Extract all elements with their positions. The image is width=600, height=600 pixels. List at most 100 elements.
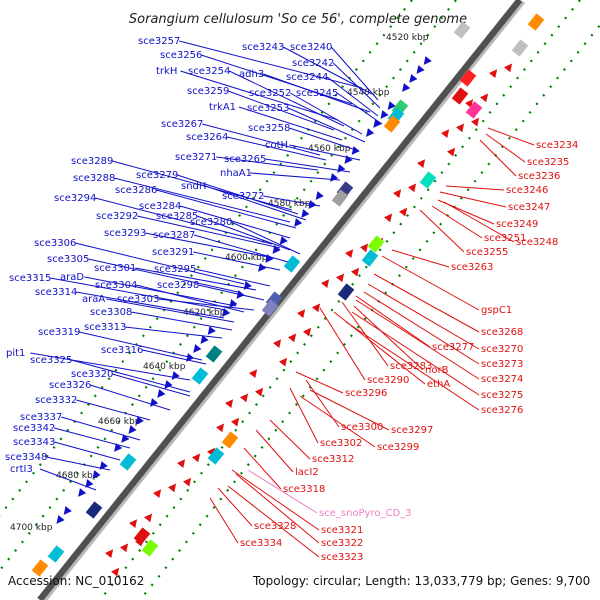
- forward-gene-arrow[interactable]: [315, 191, 324, 200]
- forward-gene-arrow[interactable]: [279, 236, 288, 245]
- reverse-gene-label[interactable]: sce3275: [481, 390, 523, 401]
- gene-block[interactable]: [419, 171, 437, 189]
- reverse-gene-arrow[interactable]: [345, 249, 354, 259]
- reverse-gene-label[interactable]: ethA: [427, 379, 450, 390]
- reverse-gene-arrow[interactable]: [240, 393, 249, 403]
- forward-gene-label[interactable]: sce3279: [136, 170, 178, 181]
- reverse-gene-label[interactable]: sce3276: [481, 405, 523, 416]
- reverse-gene-arrow[interactable]: [255, 387, 264, 397]
- rna-gene-label[interactable]: sce_snoPyro_CD_3: [319, 508, 412, 519]
- forward-gene-arrow[interactable]: [423, 56, 432, 65]
- reverse-gene-label[interactable]: sce3322: [321, 538, 363, 549]
- reverse-gene-label[interactable]: gspC1: [481, 305, 512, 316]
- reverse-gene-arrow[interactable]: [297, 309, 306, 319]
- gene-block[interactable]: [191, 367, 209, 385]
- forward-gene-arrow[interactable]: [207, 326, 216, 335]
- reverse-gene-arrow[interactable]: [480, 93, 489, 103]
- forward-gene-label[interactable]: sce3267: [161, 119, 203, 130]
- forward-gene-arrow[interactable]: [387, 101, 396, 110]
- forward-gene-label[interactable]: sce3325: [30, 355, 72, 366]
- gene-block[interactable]: [221, 431, 239, 449]
- forward-gene-label[interactable]: sce3243: [242, 42, 284, 53]
- forward-gene-label[interactable]: sce3258: [248, 123, 290, 134]
- forward-gene-label[interactable]: sce3301: [94, 263, 136, 274]
- forward-gene-label[interactable]: sce3286: [115, 185, 157, 196]
- reverse-gene-arrow[interactable]: [489, 69, 498, 79]
- forward-gene-label[interactable]: trkH: [156, 66, 177, 77]
- forward-gene-label[interactable]: sce3264: [186, 132, 228, 143]
- forward-gene-arrow[interactable]: [193, 344, 202, 353]
- forward-gene-label[interactable]: sce3303: [117, 294, 159, 305]
- forward-gene-arrow[interactable]: [78, 488, 87, 497]
- forward-gene-arrow[interactable]: [330, 173, 339, 182]
- forward-gene-arrow[interactable]: [121, 434, 130, 443]
- forward-gene-label[interactable]: sce3316: [101, 345, 143, 356]
- forward-gene-label[interactable]: sce3244: [286, 72, 328, 83]
- gene-block[interactable]: [47, 545, 65, 563]
- reverse-gene-arrow[interactable]: [111, 567, 120, 577]
- forward-gene-arrow[interactable]: [416, 65, 425, 74]
- forward-gene-arrow[interactable]: [373, 119, 382, 128]
- reverse-gene-arrow[interactable]: [105, 549, 114, 559]
- reverse-gene-label[interactable]: sce3302: [320, 438, 362, 449]
- forward-gene-arrow[interactable]: [402, 83, 411, 92]
- reverse-gene-arrow[interactable]: [168, 483, 177, 493]
- reverse-gene-label[interactable]: sce3290: [367, 375, 409, 386]
- forward-gene-label[interactable]: sce3252: [249, 88, 291, 99]
- reverse-gene-arrow[interactable]: [231, 417, 240, 427]
- forward-gene-label[interactable]: sce3308: [90, 307, 132, 318]
- reverse-gene-arrow[interactable]: [120, 543, 129, 553]
- reverse-gene-arrow[interactable]: [360, 243, 369, 253]
- reverse-gene-arrow[interactable]: [312, 303, 321, 313]
- reverse-gene-label[interactable]: sce3251: [484, 233, 526, 244]
- gene-block[interactable]: [465, 101, 483, 119]
- forward-gene-label[interactable]: sce3306: [34, 238, 76, 249]
- forward-gene-label[interactable]: sce3291: [152, 247, 194, 258]
- gene-block[interactable]: [383, 115, 401, 133]
- forward-gene-label[interactable]: sce3292: [96, 211, 138, 222]
- forward-gene-arrow[interactable]: [63, 506, 72, 515]
- reverse-gene-label[interactable]: sce3323: [321, 552, 363, 563]
- forward-gene-label[interactable]: nhaA1: [220, 168, 252, 179]
- reverse-gene-label[interactable]: sce3328: [254, 521, 296, 532]
- reverse-gene-arrow[interactable]: [303, 327, 312, 337]
- reverse-gene-arrow[interactable]: [183, 477, 192, 487]
- reverse-gene-arrow[interactable]: [456, 123, 465, 133]
- forward-gene-label[interactable]: sce3337: [20, 412, 62, 423]
- forward-gene-label[interactable]: sce3240: [290, 42, 332, 53]
- forward-gene-label[interactable]: sce3253: [247, 103, 289, 114]
- forward-gene-label[interactable]: sce3265: [224, 154, 266, 165]
- reverse-gene-arrow[interactable]: [441, 129, 450, 139]
- forward-gene-arrow[interactable]: [243, 281, 252, 290]
- forward-gene-label[interactable]: sce3348: [5, 452, 47, 463]
- reverse-gene-arrow[interactable]: [153, 489, 162, 499]
- forward-gene-arrow[interactable]: [128, 425, 137, 434]
- reverse-gene-label[interactable]: sce3273: [481, 359, 523, 370]
- forward-gene-label[interactable]: pit1: [6, 348, 25, 359]
- reverse-gene-arrow[interactable]: [351, 267, 360, 277]
- reverse-gene-arrow[interactable]: [129, 519, 138, 529]
- forward-gene-label[interactable]: sce3314: [35, 287, 77, 298]
- gene-block[interactable]: [453, 21, 471, 39]
- forward-gene-arrow[interactable]: [337, 164, 346, 173]
- forward-gene-label[interactable]: crtI3: [10, 464, 33, 475]
- gene-block[interactable]: [119, 453, 137, 471]
- forward-gene-label[interactable]: sce3288: [73, 173, 115, 184]
- forward-gene-arrow[interactable]: [294, 218, 303, 227]
- forward-gene-arrow[interactable]: [99, 461, 108, 470]
- forward-gene-label[interactable]: sce3294: [54, 193, 96, 204]
- reverse-gene-arrow[interactable]: [249, 369, 258, 379]
- reverse-gene-arrow[interactable]: [273, 339, 282, 349]
- gene-block[interactable]: [141, 539, 159, 557]
- reverse-gene-label[interactable]: sce3312: [312, 454, 354, 465]
- reverse-gene-arrow[interactable]: [447, 147, 456, 157]
- forward-gene-arrow[interactable]: [92, 470, 101, 479]
- forward-gene-arrow[interactable]: [114, 443, 123, 452]
- reverse-gene-arrow[interactable]: [393, 189, 402, 199]
- gene-block[interactable]: [31, 559, 49, 577]
- forward-gene-label[interactable]: sce3285: [156, 211, 198, 222]
- reverse-gene-arrow[interactable]: [177, 459, 186, 469]
- reverse-gene-label[interactable]: sce3236: [518, 171, 560, 182]
- forward-gene-arrow[interactable]: [150, 398, 159, 407]
- forward-gene-arrow[interactable]: [56, 515, 65, 524]
